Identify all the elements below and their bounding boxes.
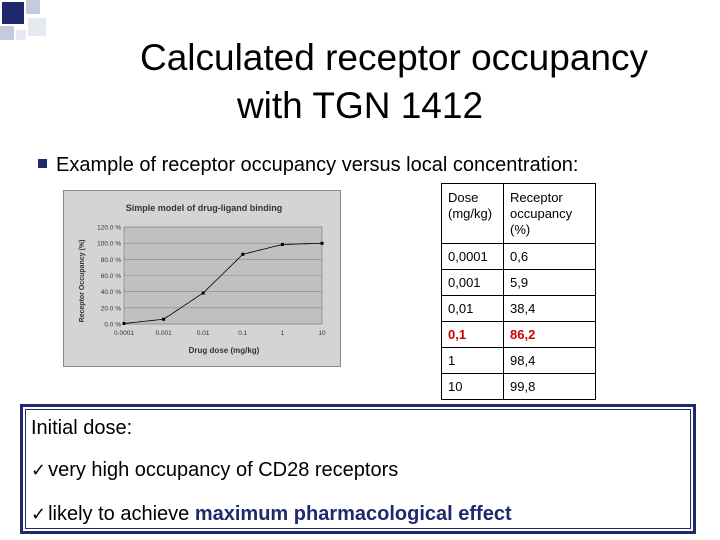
title-line-1: Calculated receptor occupancy [139,37,648,78]
table-header-row: Dose (mg/kg) Receptor occupancy (%) [441,183,596,244]
occupancy-table: Dose (mg/kg) Receptor occupancy (%) 0,00… [441,183,596,400]
x-tick-label: 0.01 [197,330,210,337]
cell-occupancy: 98,4 [503,347,596,374]
data-point [201,291,205,295]
cell-occupancy: 99,8 [503,373,596,400]
y-tick-label: 0.0 % [104,322,121,329]
y-tick-label: 60.0 % [101,273,121,280]
cell-occupancy: 0,6 [503,243,596,270]
checkmark-icon: ✓ [31,460,47,481]
data-points [122,241,324,326]
cell-dose: 0,01 [441,295,504,322]
header-dose: Dose (mg/kg) [441,183,504,244]
conclusion-box: Initial dose: ✓ very high occupancy of CD… [20,404,696,534]
cell-occupancy: 38,4 [503,295,596,322]
slide-title: Calculated receptor occupancy with TGN 1… [0,34,720,130]
checkmark-icon: ✓ [31,504,47,525]
x-tick-labels: 0.0001 0.001 0.01 0.1 1 10 [114,330,326,337]
cell-dose: 0,1 [441,321,504,348]
x-tick-label: 10 [318,330,326,337]
table-row: 0,01 38,4 [441,295,596,322]
x-tick-label: 0.0001 [114,330,134,337]
x-tick-label: 0.1 [238,330,247,337]
data-point [320,241,324,245]
header-occupancy: Receptor occupancy (%) [503,183,596,244]
box-item-2-prefix: likely to achieve [48,503,195,525]
table-row: 0,0001 0,6 [441,243,596,270]
data-point [122,322,126,326]
cell-dose: 1 [441,347,504,374]
y-tick-labels: 0.0 % 20.0 % 40.0 % 60.0 % 80.0 % 100.0 % 120.… [97,225,121,329]
cell-dose: 0,0001 [441,243,504,270]
data-point [241,252,245,256]
chart-grid [124,226,322,325]
cell-occupancy: 5,9 [503,269,596,296]
box-item-2-emphasis: maximum pharmacological effect [194,503,512,525]
bullet-point: Example of receptor occupancy versus loc… [38,152,579,178]
box-heading: Initial dose: [31,417,133,439]
x-tick-label: 0.001 [155,330,172,337]
data-point [162,317,166,321]
box-item-1-text: very high occupancy of CD28 receptors [48,459,399,481]
y-tick-label: 120.0 % [97,225,121,232]
bullet-square-icon [38,159,47,168]
table-row: 0,1 86,2 [441,321,596,348]
chart-image: Simple model of drug-ligand binding 0.0 … [63,190,341,367]
cell-dose: 0,001 [441,269,504,296]
data-point [280,242,284,246]
y-tick-label: 40.0 % [101,289,121,296]
y-tick-label: 20.0 % [101,305,121,312]
table-row: 1 98,4 [441,347,596,374]
box-item-1: ✓ very high occupancy of CD28 receptors [31,457,398,484]
series-line [123,242,323,324]
y-tick-label: 80.0 % [101,257,121,264]
cell-dose: 10 [441,373,504,400]
cell-occupancy: 86,2 [503,321,596,348]
y-tick-label: 100.0 % [97,241,121,248]
title-line-2: with TGN 1412 [236,85,484,126]
chart-title: Simple model of drug-ligand binding [126,203,283,213]
y-axis-label: Receptor Occupancy (%) [79,240,86,323]
box-item-2: ✓ likely to achieve maximum pharmacologic… [31,501,512,528]
x-axis-label: Drug dose (mg/kg) [189,346,260,355]
occupancy-chart: Simple model of drug-ligand binding 0.0 … [64,191,340,366]
bullet-text: Example of receptor occupancy versus loc… [56,154,579,176]
x-tick-label: 1 [281,330,285,337]
table-row: 10 99,8 [441,373,596,400]
table-row: 0,001 5,9 [441,269,596,296]
